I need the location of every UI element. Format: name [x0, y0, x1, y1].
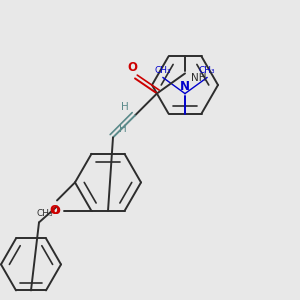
Text: CH₃: CH₃ — [199, 66, 215, 75]
Text: CH₃: CH₃ — [37, 208, 53, 217]
Text: NH: NH — [191, 74, 206, 83]
Text: O: O — [52, 206, 61, 216]
Text: N: N — [180, 80, 190, 93]
Text: H: H — [121, 102, 129, 112]
Text: O: O — [127, 61, 137, 74]
Text: CH₃: CH₃ — [155, 66, 171, 75]
Text: H: H — [119, 124, 127, 134]
Text: O: O — [49, 204, 59, 218]
